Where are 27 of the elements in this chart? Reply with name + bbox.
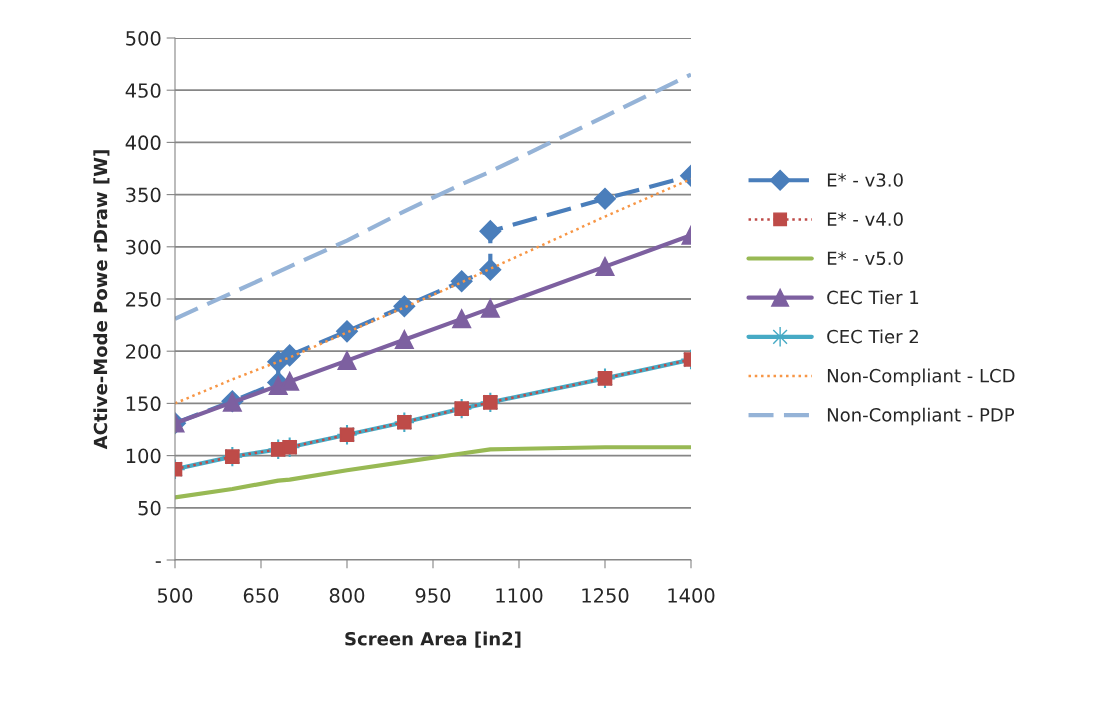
y-tick-label: 50 <box>138 500 161 516</box>
legend-label: E* - v5.0 <box>827 251 903 266</box>
y-tick-label: 150 <box>126 396 161 412</box>
legend-label: CEC Tier 1 <box>827 290 919 305</box>
x-tick-label: 800 <box>329 588 365 603</box>
y-axis-title: ACtive-Mode Powe rDraw [W] <box>93 150 110 450</box>
legend-label: Non-Compliant - PDP <box>827 407 1015 426</box>
y-tick-label: 100 <box>126 448 161 464</box>
legend-label: CEC Tier 2 <box>827 329 918 344</box>
legend-label: E* - v3.0 <box>827 173 903 187</box>
x-tick-label: 1100 <box>496 588 543 603</box>
x-tick-label: 650 <box>243 588 279 603</box>
x-tick-label: 500 <box>157 588 193 603</box>
x-tick-label: 1400 <box>668 588 715 603</box>
y-tick-label: 350 <box>126 187 161 203</box>
y-tick-label: 450 <box>125 83 161 98</box>
y-tick-label: 250 <box>126 291 161 307</box>
y-tick-label: 500 <box>126 30 161 46</box>
x-tick-label: 950 <box>415 588 451 603</box>
legend-label: Non-Compliant - LCD <box>827 368 1015 387</box>
legend-label: E* - v4.0 <box>827 212 903 226</box>
x-axis-title: Screen Area [in2] <box>345 631 521 648</box>
y-tick-label: 400 <box>125 135 161 151</box>
x-tick-label: 1250 <box>582 588 629 603</box>
y-tick-label: 300 <box>126 239 161 255</box>
y-tick-label: 200 <box>126 344 161 359</box>
y-tick-label: - <box>155 561 161 563</box>
